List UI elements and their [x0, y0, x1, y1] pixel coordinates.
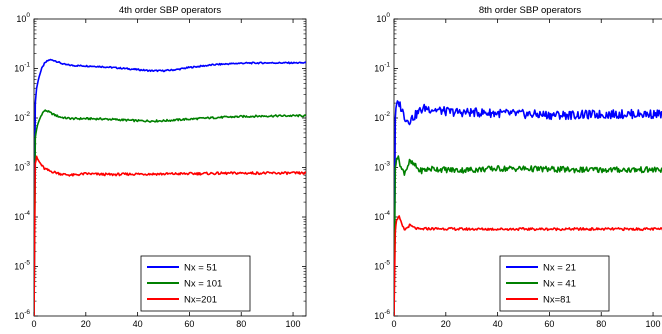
x-tick-label: 0: [31, 319, 36, 329]
y-tick-base: 10: [14, 163, 24, 173]
y-tick-base: 10: [14, 113, 24, 123]
y-tick-label: 10-3: [14, 161, 30, 173]
series-line-3: [394, 215, 662, 316]
series-group: [394, 100, 662, 316]
legend-label: Nx=201: [184, 295, 217, 306]
y-tick-exponent: -2: [24, 111, 30, 118]
legend-label: Nx = 101: [184, 279, 222, 290]
y-tick-exponent: -6: [384, 309, 390, 316]
y-tick-exponent: -3: [24, 161, 30, 168]
series-line-2: [394, 155, 662, 316]
y-tick-exponent: -4: [384, 210, 390, 217]
y-tick-base: 10: [374, 311, 384, 321]
y-tick-label: 10-3: [374, 161, 390, 173]
legend-label: Nx=81: [543, 295, 571, 306]
x-tick-label: 40: [493, 319, 503, 329]
y-tick-base: 10: [14, 311, 24, 321]
x-tick-label: 20: [81, 319, 91, 329]
y-tick-label: 10-6: [374, 309, 390, 321]
y-tick-label: 10-1: [374, 62, 390, 74]
y-tick-exponent: -2: [384, 111, 390, 118]
y-tick-base: 10: [16, 14, 26, 24]
legend-label: Nx = 51: [184, 263, 217, 274]
y-tick-label: 10-6: [14, 309, 30, 321]
y-tick-label: 10-2: [374, 111, 390, 123]
y-tick-base: 10: [14, 212, 24, 222]
y-tick-exponent: -4: [24, 210, 30, 217]
y-tick-base: 10: [14, 262, 24, 272]
y-tick-base: 10: [374, 64, 384, 74]
series-line-1: [394, 100, 662, 316]
y-tick-exponent: 0: [386, 12, 390, 19]
y-tick-base: 10: [374, 113, 384, 123]
y-tick-exponent: -6: [24, 309, 30, 316]
x-tick-label: 20: [441, 319, 451, 329]
y-tick-exponent: -3: [384, 161, 390, 168]
y-tick-base: 10: [376, 14, 386, 24]
series-line-1: [34, 58, 306, 316]
legend: Nx = 21 Nx = 41 Nx=81: [499, 255, 610, 312]
legend: Nx = 51 Nx = 101 Nx=201: [140, 255, 251, 312]
chart-title: 4th order SBP operators: [119, 5, 222, 16]
series-line-3: [34, 155, 306, 316]
y-tick-label: 10-1: [14, 62, 30, 74]
y-tick-base: 10: [374, 262, 384, 272]
x-tick-label: 100: [646, 319, 661, 329]
y-tick-exponent: 0: [26, 12, 30, 19]
legend-label: Nx = 41: [543, 279, 576, 290]
y-tick-base: 10: [374, 163, 384, 173]
x-tick-label: 0: [391, 319, 396, 329]
y-tick-exponent: -5: [24, 260, 30, 267]
y-tick-exponent: -1: [24, 62, 30, 69]
legend-label: Nx = 21: [543, 263, 576, 274]
y-tick-label: 10-4: [374, 210, 390, 222]
x-tick-label: 60: [544, 319, 554, 329]
series-line-2: [34, 109, 306, 316]
y-tick-label: 10-5: [374, 260, 390, 272]
y-tick-exponent: -1: [384, 62, 390, 69]
x-tick-label: 100: [286, 319, 301, 329]
y-tick-label: 10-5: [14, 260, 30, 272]
chart-title: 8th order SBP operators: [479, 5, 582, 16]
y-tick-base: 10: [14, 64, 24, 74]
x-tick-label: 80: [596, 319, 606, 329]
y-tick-base: 10: [374, 212, 384, 222]
y-tick-exponent: -5: [384, 260, 390, 267]
y-tick-label: 100: [376, 12, 390, 24]
x-tick-label: 80: [236, 319, 246, 329]
y-tick-label: 10-4: [14, 210, 30, 222]
x-tick-label: 40: [133, 319, 143, 329]
y-tick-label: 100: [16, 12, 30, 24]
x-tick-label: 60: [184, 319, 194, 329]
series-group: [34, 58, 306, 316]
y-tick-label: 10-2: [14, 111, 30, 123]
